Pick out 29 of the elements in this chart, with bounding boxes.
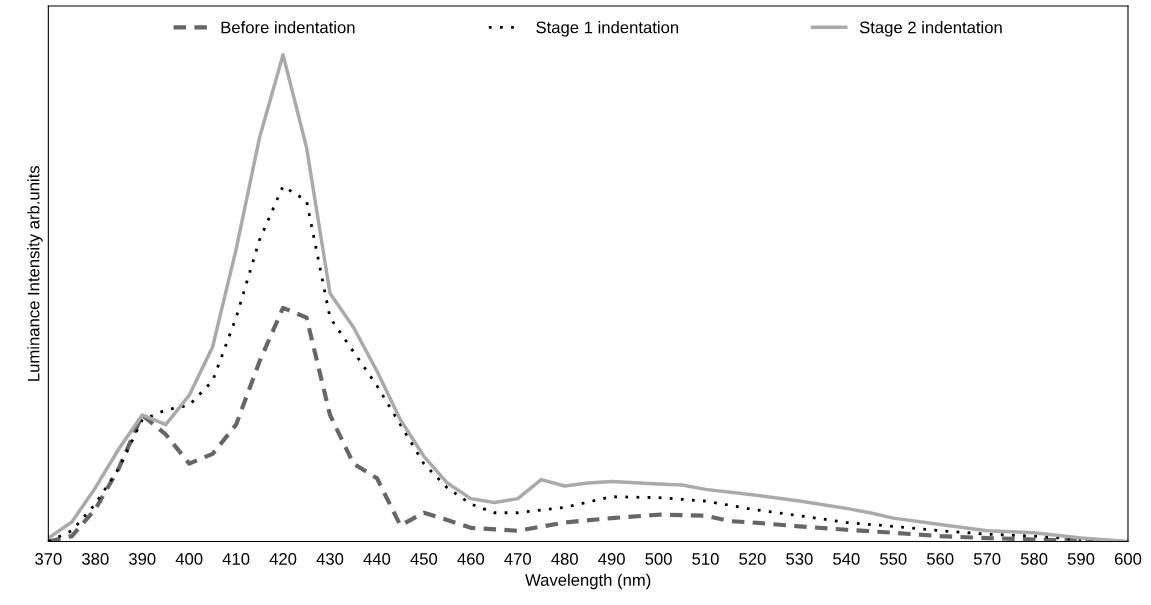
x-tick-label: 500 — [645, 553, 672, 565]
x-axis-title: Wavelength (nm) — [525, 573, 651, 590]
x-tick-label: 410 — [222, 553, 250, 565]
x-tick-label: 470 — [504, 553, 531, 565]
x-tick-label: 430 — [316, 553, 344, 565]
x-tick-label: 550 — [880, 553, 907, 565]
x-tick-label: 510 — [692, 553, 719, 565]
legend-label: Before indentation — [221, 21, 355, 34]
legend-label: Stage 1 indentation — [536, 21, 679, 37]
x-tick-label: 420 — [269, 553, 297, 565]
x-tick-label: 480 — [551, 553, 578, 565]
legend-label: Stage 2 indentation — [859, 21, 1002, 37]
x-tick-label: 540 — [833, 553, 860, 565]
x-tick-label: 370 — [35, 553, 62, 565]
x-tick-label: 570 — [973, 553, 1001, 565]
x-tick-label: 490 — [598, 553, 625, 565]
x-tick-label: 580 — [1020, 553, 1048, 565]
x-tick-label: 600 — [1114, 553, 1142, 565]
x-tick-label: 460 — [457, 553, 485, 565]
x-tick-label: 450 — [410, 553, 438, 565]
y-axis-title: Luminance Intensity arb.units — [27, 165, 43, 381]
x-tick-label: 440 — [363, 553, 391, 565]
x-tick-label: 590 — [1067, 553, 1095, 565]
x-tick-label: 380 — [82, 553, 109, 565]
x-tick-label: 520 — [739, 553, 766, 565]
x-tick-label: 400 — [175, 553, 203, 565]
x-tick-label: 560 — [926, 553, 954, 565]
x-tick-label: 390 — [128, 553, 156, 565]
x-tick-label: 530 — [786, 553, 813, 565]
